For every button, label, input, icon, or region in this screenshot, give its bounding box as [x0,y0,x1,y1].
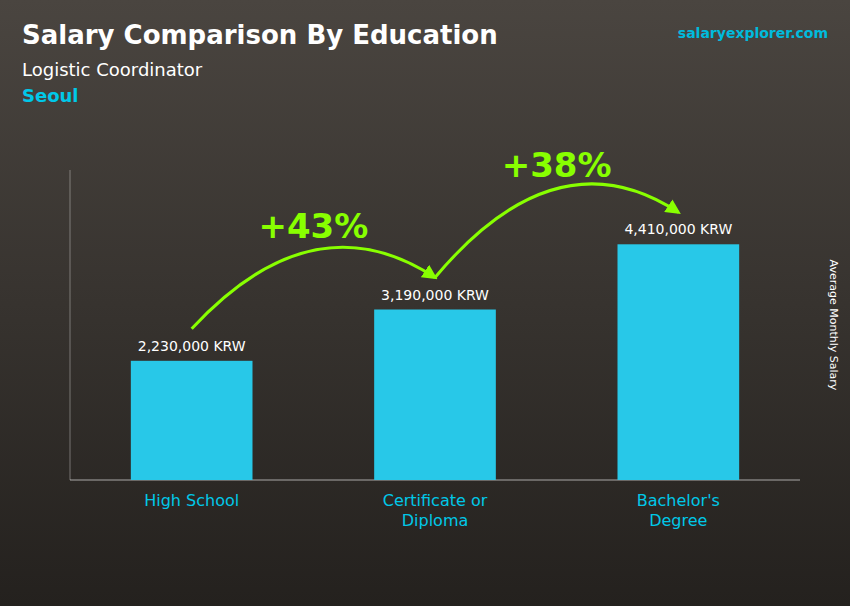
data-label: 2,230,000 KRW [138,338,246,354]
subtitle: Logistic Coordinator [22,59,203,80]
subtitle: Seoul [22,85,79,106]
data-label: 3,190,000 KRW [381,287,489,303]
bar [618,244,740,480]
category-line: Degree [649,511,707,530]
bar [374,310,496,481]
category-label: Bachelor'sDegree [637,491,720,530]
change-label: +38% [502,145,612,185]
category-line: High School [144,491,239,510]
change-label: +43% [258,206,368,246]
watermark: salaryexplorer.com [678,25,828,41]
bar [131,361,253,480]
background [0,0,850,606]
chart: Salary Comparison By Education Logistic C… [0,0,850,606]
bars [131,244,739,480]
category-label: Certificate orDiploma [383,491,488,530]
y-axis-label: Average Monthly Salary [827,260,840,391]
category-label: High School [144,491,239,510]
category-line: Bachelor's [637,491,720,510]
change-arrow [192,247,435,329]
category-line: Certificate or [383,491,488,510]
data-label: 4,410,000 KRW [624,221,732,237]
y-axis-line [70,170,71,480]
change-arrow [435,184,678,278]
category-line: Diploma [402,511,469,530]
title: Salary Comparison By Education [22,20,498,50]
